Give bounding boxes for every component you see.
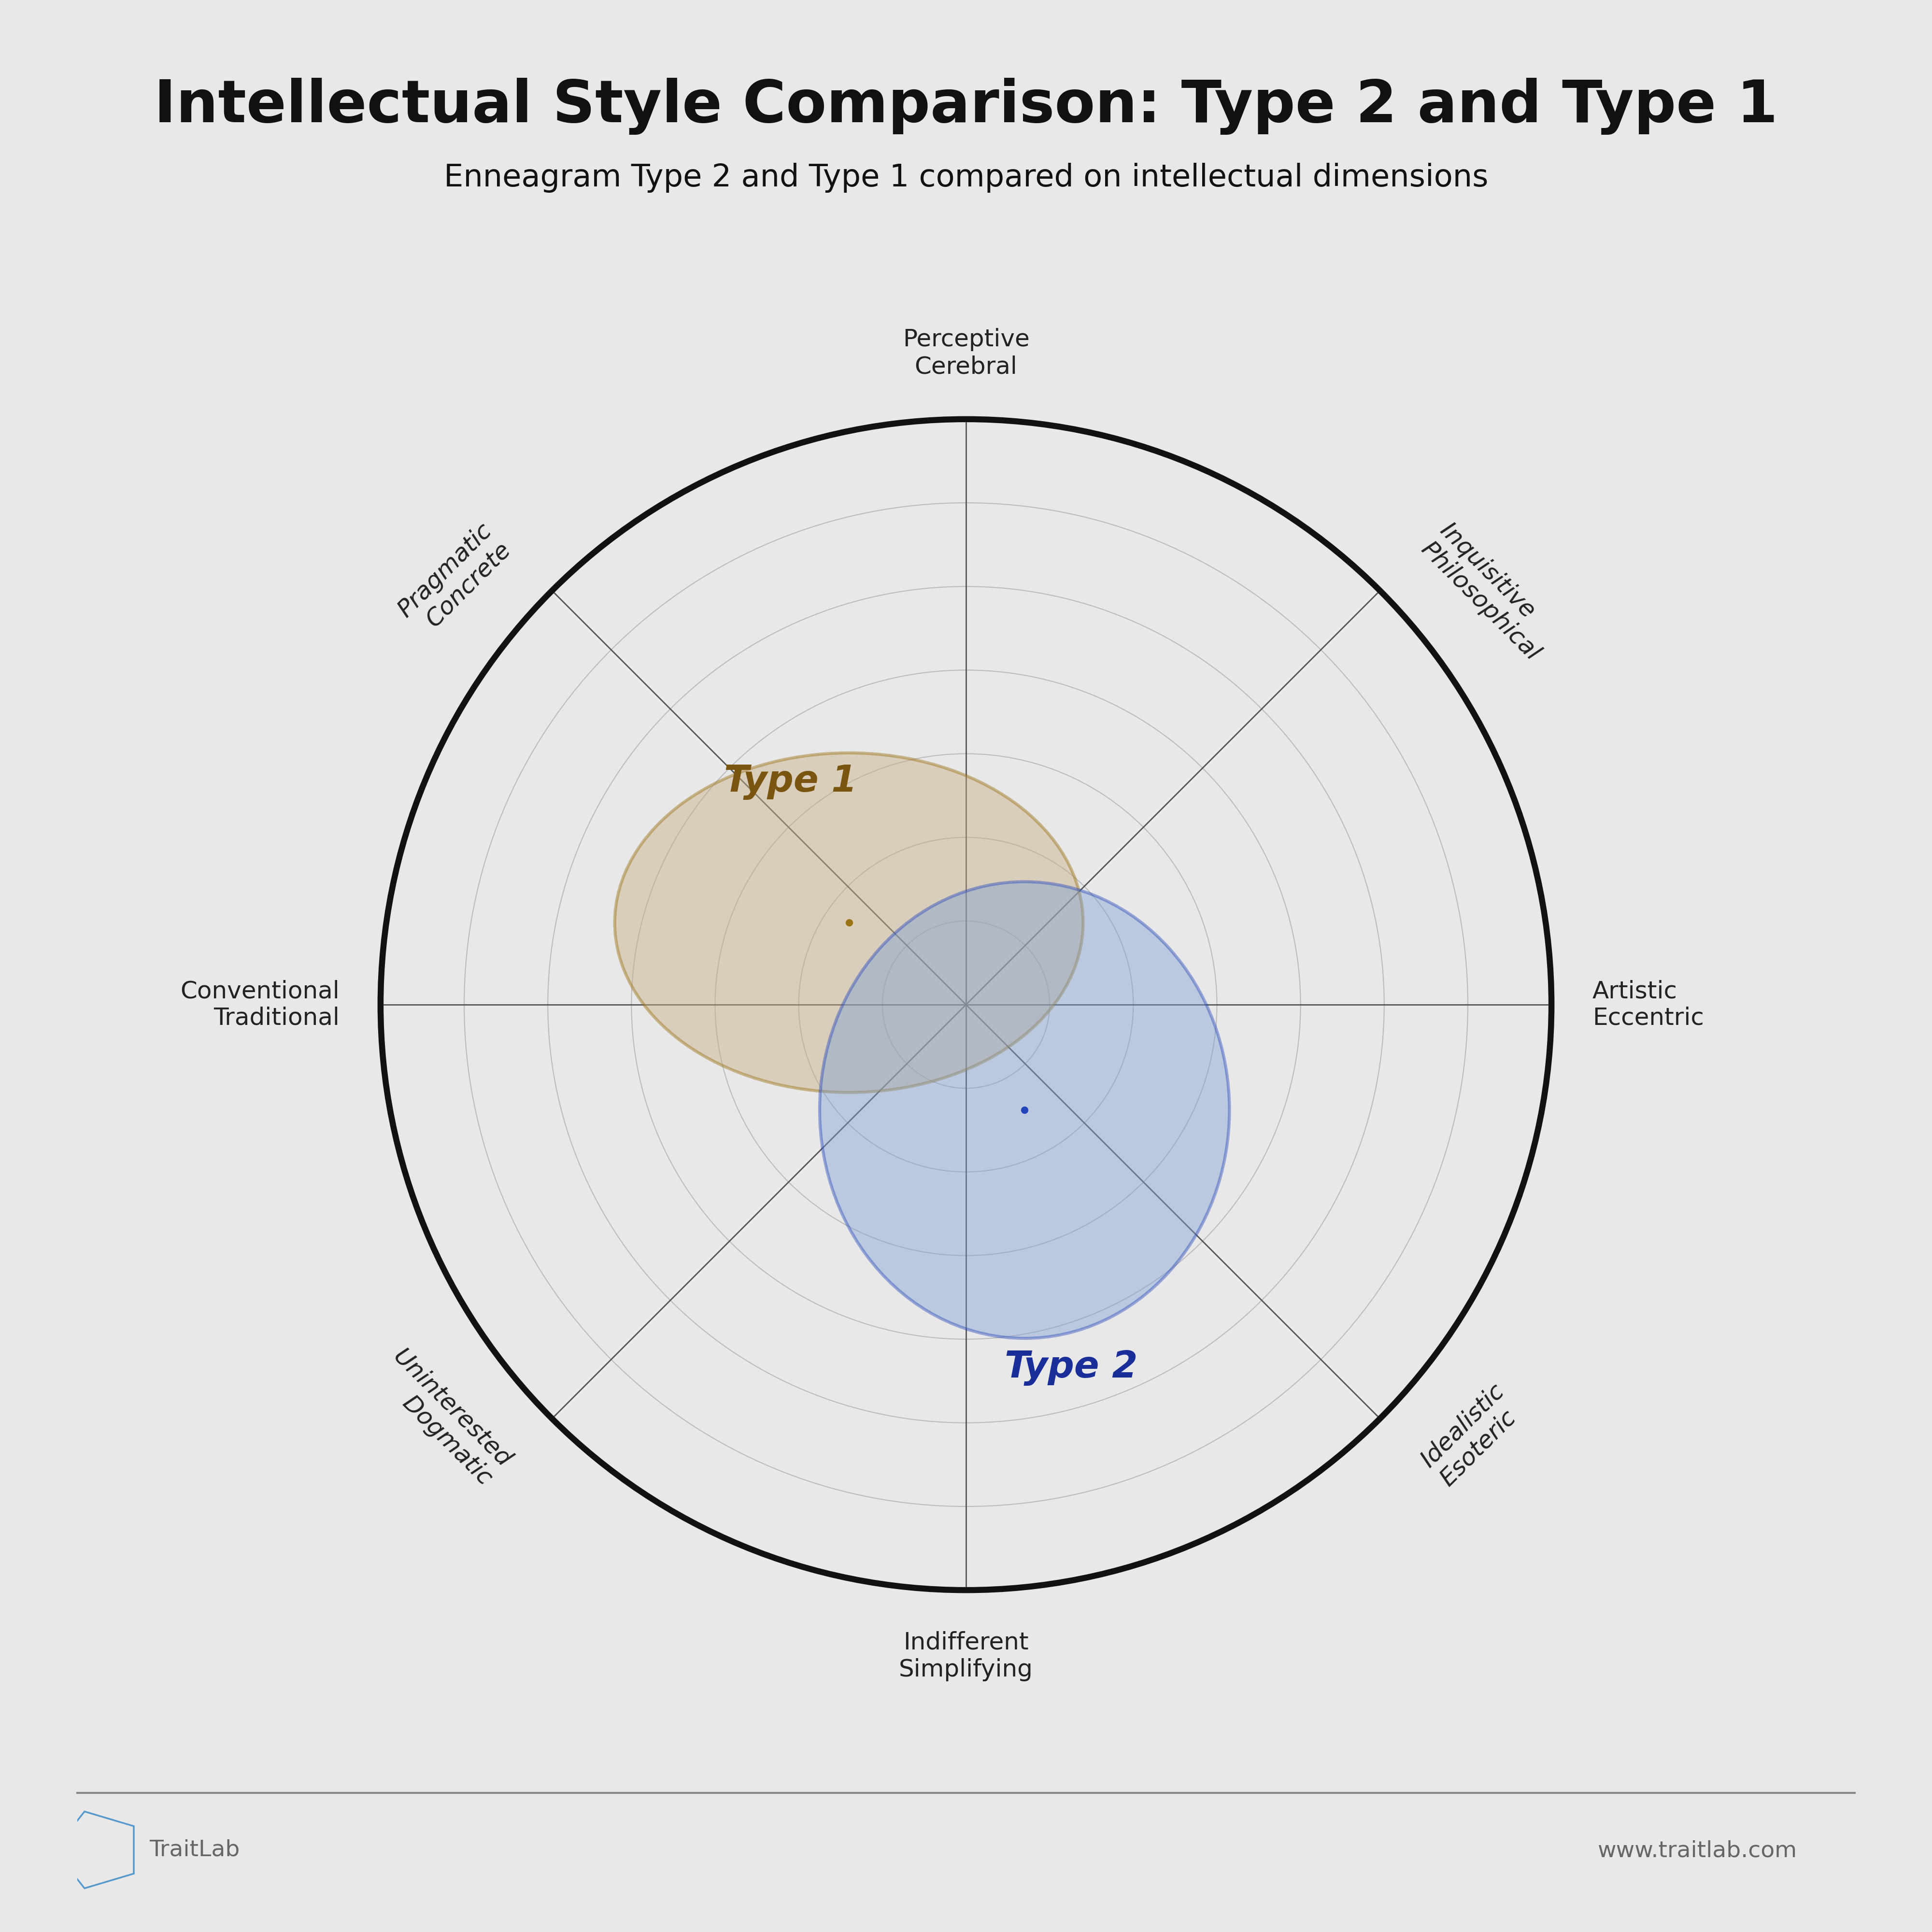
Text: Type 2: Type 2 xyxy=(1005,1350,1138,1385)
Text: Indifferent
Simplifying: Indifferent Simplifying xyxy=(898,1631,1034,1681)
Text: Perceptive
Cerebral: Perceptive Cerebral xyxy=(902,328,1030,379)
Ellipse shape xyxy=(614,753,1084,1092)
Text: Artistic
Eccentric: Artistic Eccentric xyxy=(1592,980,1704,1030)
Text: TraitLab: TraitLab xyxy=(149,1839,240,1861)
Text: www.traitlab.com: www.traitlab.com xyxy=(1598,1839,1797,1862)
Point xyxy=(1009,1095,1039,1126)
Point xyxy=(833,908,864,939)
Ellipse shape xyxy=(819,881,1229,1339)
Text: Conventional
Traditional: Conventional Traditional xyxy=(180,980,340,1030)
Text: Uninterested
Dogmatic: Uninterested Dogmatic xyxy=(369,1345,516,1492)
Text: Enneagram Type 2 and Type 1 compared on intellectual dimensions: Enneagram Type 2 and Type 1 compared on … xyxy=(444,162,1488,193)
Text: Idealistic
Esoteric: Idealistic Esoteric xyxy=(1416,1379,1528,1492)
Text: Inquisitive
Philosophical: Inquisitive Philosophical xyxy=(1416,518,1563,665)
Text: Pragmatic
Concrete: Pragmatic Concrete xyxy=(394,518,516,641)
Text: Intellectual Style Comparison: Type 2 and Type 1: Intellectual Style Comparison: Type 2 an… xyxy=(155,77,1777,135)
Text: Type 1: Type 1 xyxy=(724,765,858,800)
